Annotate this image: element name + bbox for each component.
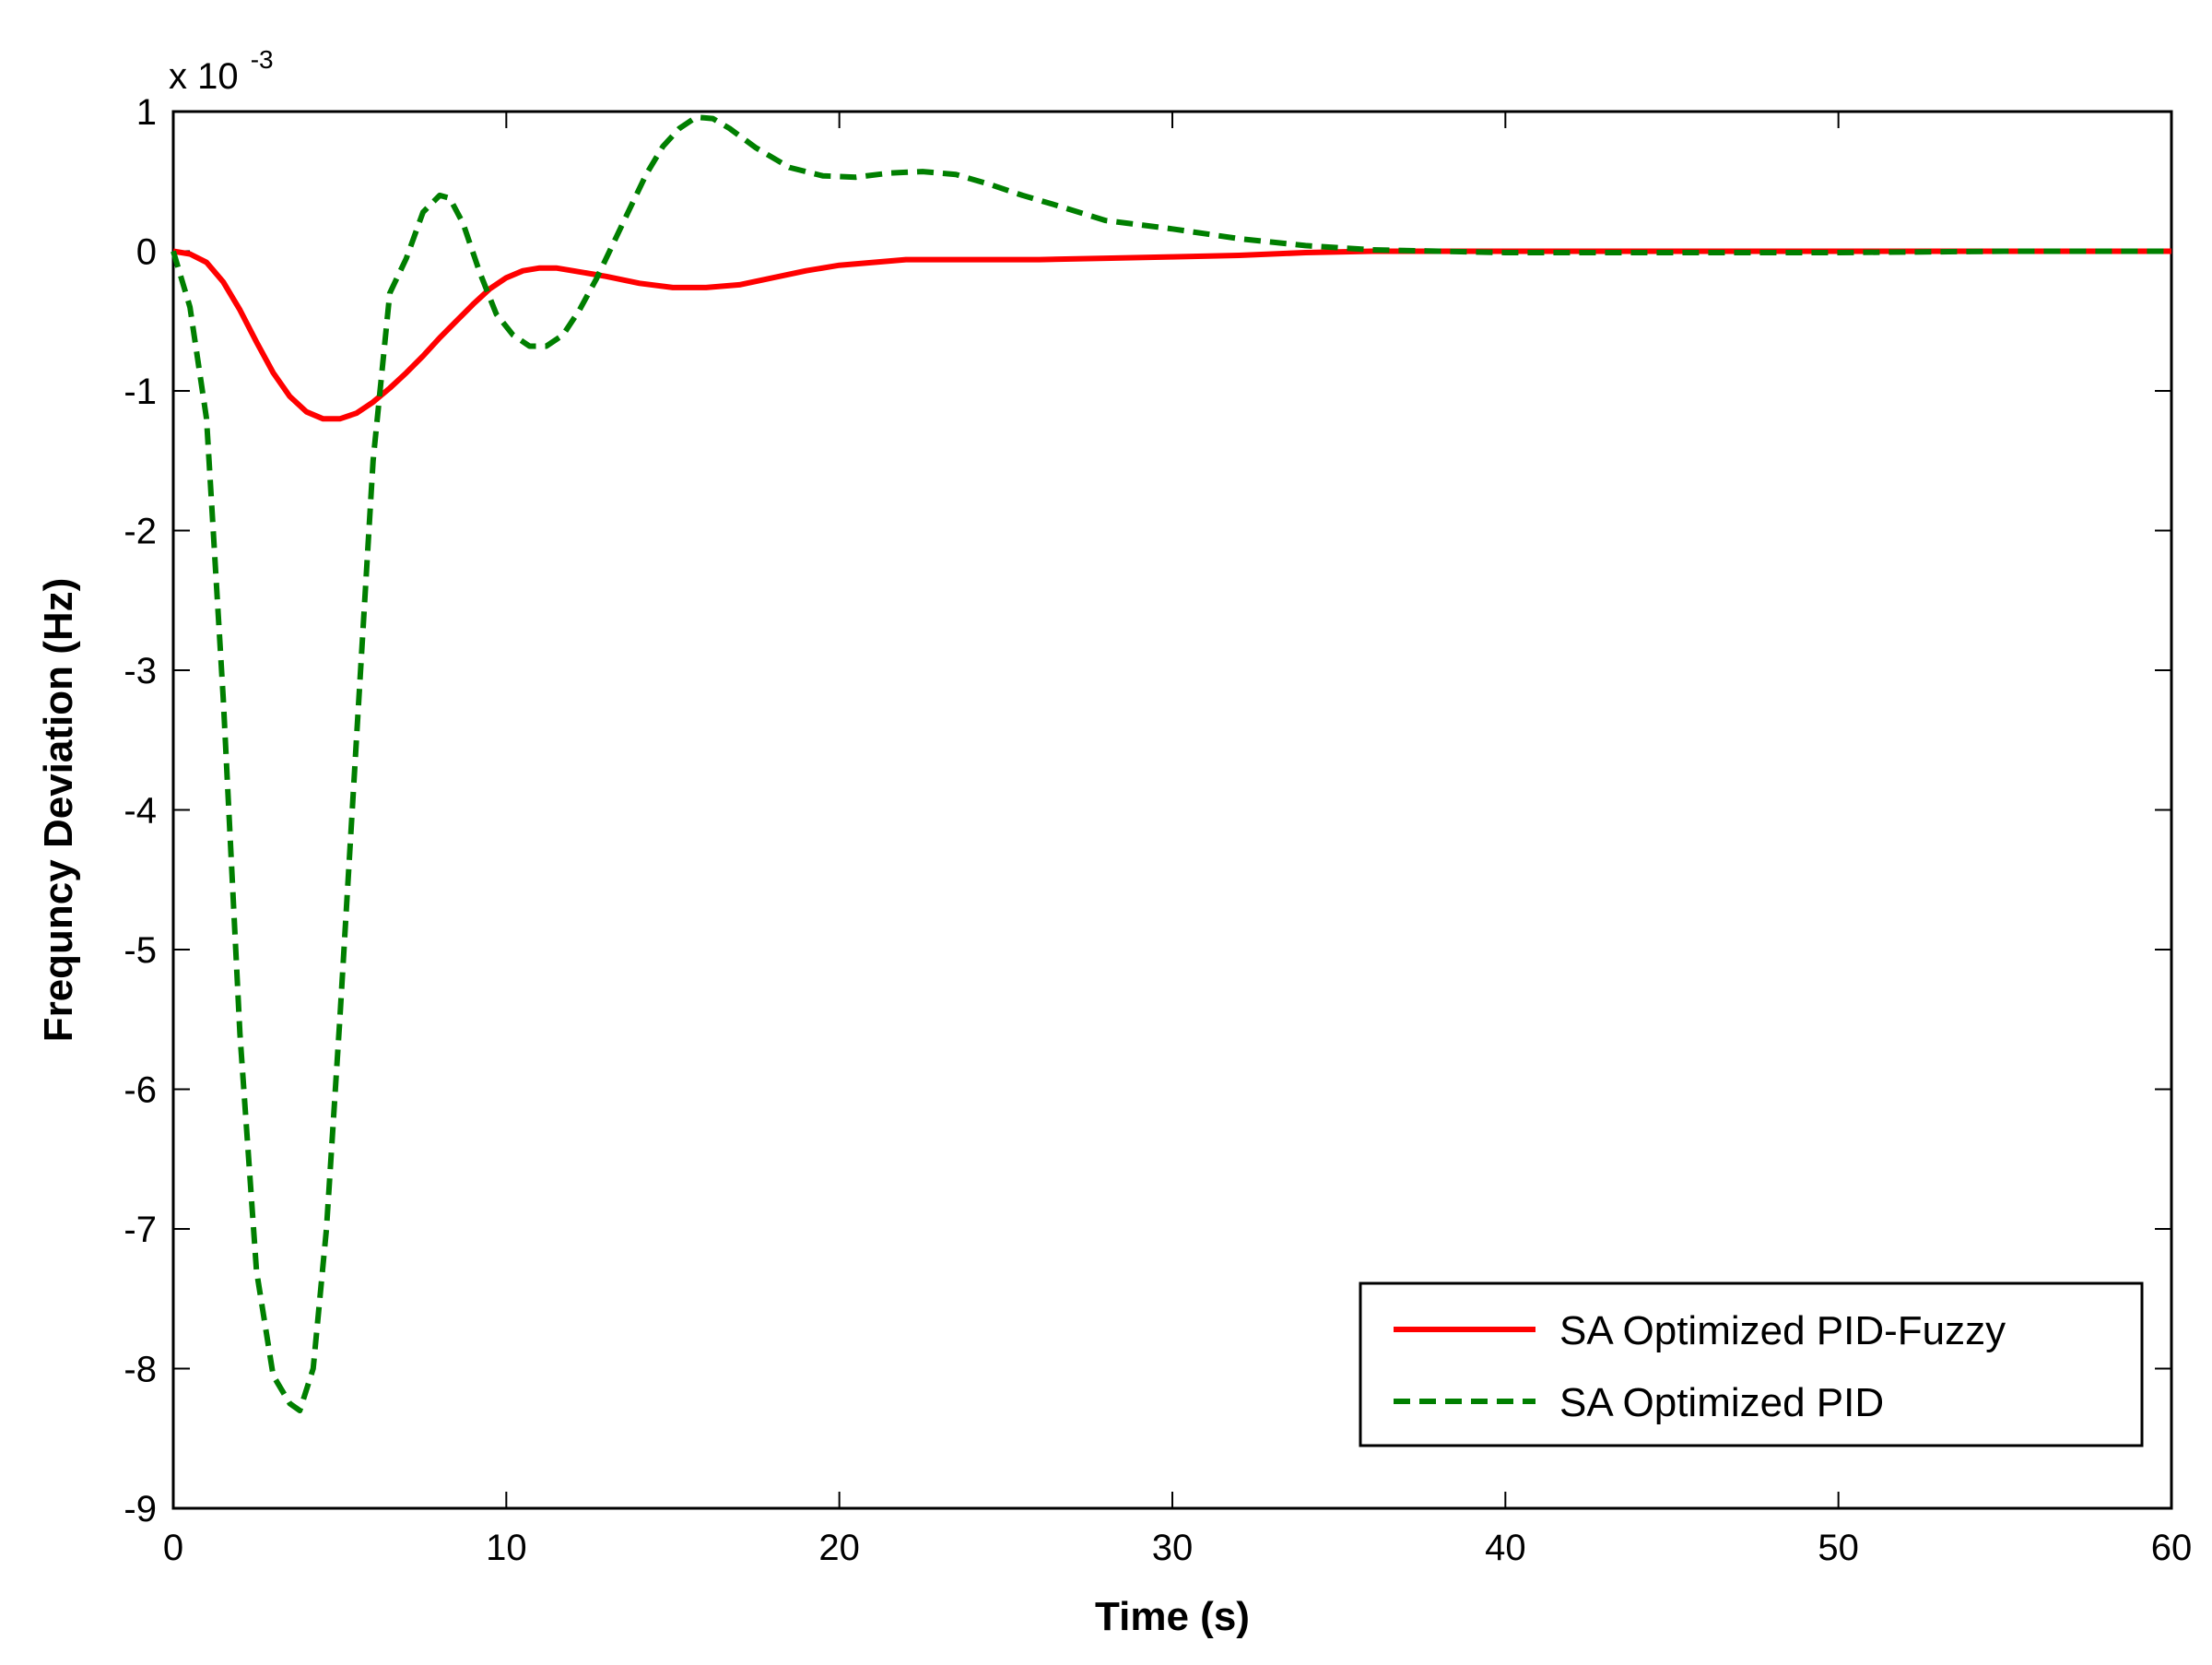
plot-area-frame (171, 110, 2173, 1510)
y-multiplier-base: x 10 (169, 56, 239, 97)
x-tick-label: 60 (2151, 1528, 2193, 1568)
x-tick-label: 20 (818, 1528, 860, 1568)
series-line-pid (171, 114, 2171, 1413)
legend: SA Optimized PID-Fuzzy SA Optimized PID (1359, 1281, 2144, 1447)
legend-label-pid-fuzzy: SA Optimized PID-Fuzzy (1559, 1308, 2006, 1353)
y-tick-label: 1 (136, 92, 157, 133)
y-axis-title: Frequncy Deviation (Hz) (36, 578, 81, 1043)
y-tick-label: -3 (124, 651, 157, 691)
y-multiplier-label: x 10 -3 (169, 45, 274, 97)
legend-label-pid: SA Optimized PID (1559, 1380, 1884, 1425)
y-multiplier-exponent: -3 (251, 45, 274, 74)
y-tick-labels: -9 -8 -7 -6 -5 -4 -3 -2 -1 0 1 (124, 92, 157, 1529)
y-tick-label: -8 (124, 1350, 157, 1390)
x-tick-label: 30 (1152, 1528, 1194, 1568)
x-tick-label: 10 (486, 1528, 527, 1568)
y-tick-label: -7 (124, 1210, 157, 1250)
x-tick-labels: 0 10 20 30 40 50 60 (163, 1528, 2192, 1568)
x-tick-label: 0 (163, 1528, 183, 1568)
series-line-pid-fuzzy (172, 248, 2171, 422)
y-tick-label: -5 (124, 930, 157, 971)
y-tick-label: -4 (124, 791, 157, 832)
x-tick-label: 50 (1818, 1528, 1859, 1568)
series-group (171, 114, 2171, 1413)
y-tick-label: -2 (124, 512, 157, 552)
y-tick-label: -6 (124, 1070, 157, 1111)
y-tick-label: 0 (136, 232, 157, 273)
y-tick-label: -1 (124, 372, 157, 412)
y-tick-label: -9 (124, 1489, 157, 1529)
legend-box (1359, 1281, 2144, 1447)
x-tick-label: 40 (1485, 1528, 1526, 1568)
x-axis-title: Time (s) (1095, 1594, 1250, 1639)
